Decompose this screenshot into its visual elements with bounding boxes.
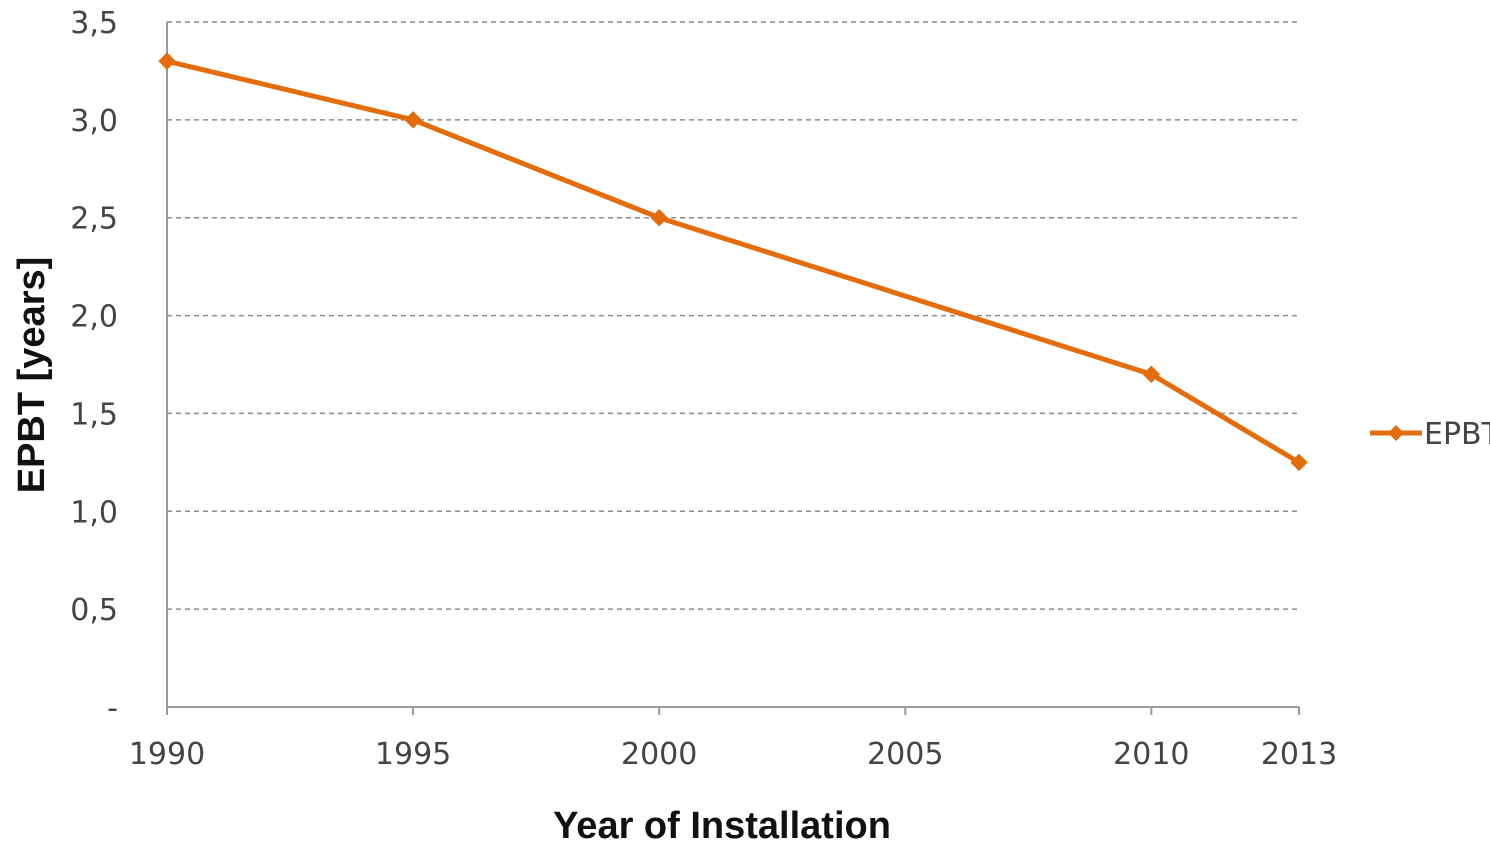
x-tick-label: 2013 — [1261, 737, 1337, 772]
legend-label: EPBT — [1424, 417, 1490, 452]
legend-marker — [1388, 425, 1404, 441]
legend: EPBT — [1370, 417, 1490, 452]
y-tick-label: 2,5 — [70, 202, 118, 237]
x-tick-label: 1995 — [375, 737, 451, 772]
y-tick-label: 1,5 — [70, 397, 118, 432]
tick-labels: - 0,5 1,0 1,5 2,0 2,5 3,0 3,5 1990 1995 2000 2005 20… — [70, 6, 1337, 772]
grid-lines — [167, 21, 1299, 610]
x-axis-title: Year of Installation — [553, 805, 891, 845]
y-axis-title: EPBT [years] — [11, 257, 53, 494]
y-tick-label: 2,0 — [70, 300, 118, 335]
data-point-marker — [1290, 453, 1308, 472]
y-tick-label: - — [107, 691, 118, 726]
y-tick-label: 3,0 — [70, 104, 118, 139]
axes — [166, 22, 1300, 715]
x-tick-label: 2000 — [621, 737, 697, 772]
y-tick-label: 3,5 — [70, 6, 118, 41]
data-point-marker — [1142, 365, 1161, 383]
data-point-marker — [404, 111, 422, 129]
y-tick-label: 0,5 — [70, 593, 118, 628]
data-point-marker — [650, 209, 668, 227]
x-tick-label: 2005 — [867, 737, 943, 772]
x-tick-label: 1990 — [129, 737, 205, 772]
x-tick-label: 2010 — [1113, 737, 1189, 772]
series-line — [166, 58, 1301, 465]
data-point-marker — [158, 52, 176, 70]
y-tick-label: 1,0 — [70, 495, 118, 530]
series-epbt — [158, 52, 1308, 472]
